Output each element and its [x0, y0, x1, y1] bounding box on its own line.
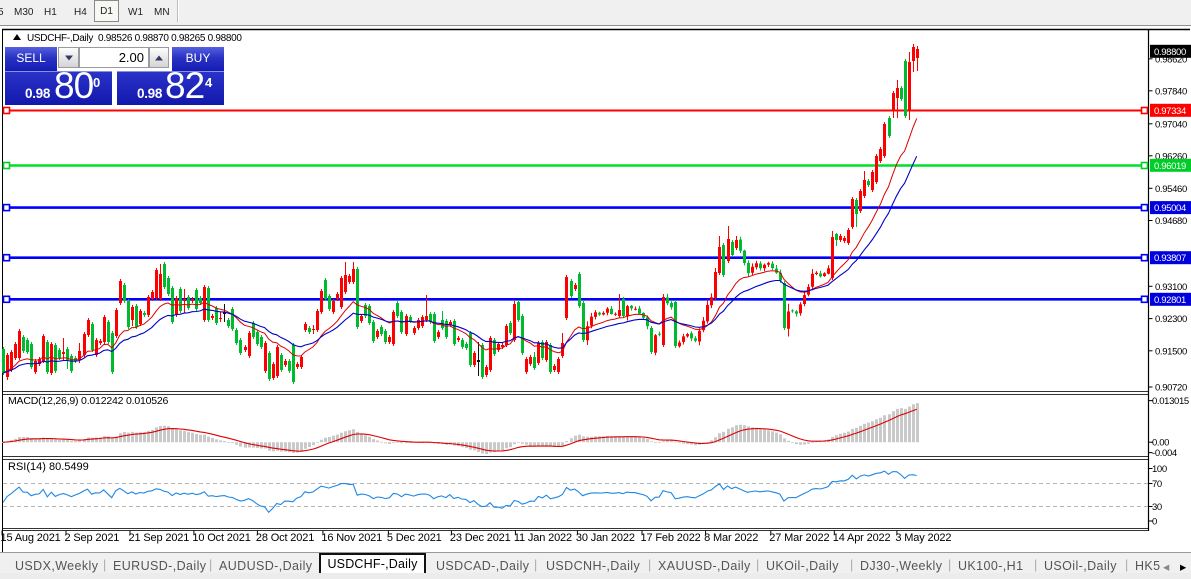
svg-text:10 Oct 2021: 10 Oct 2021 [192, 532, 250, 544]
svg-text:0.91500: 0.91500 [1155, 346, 1187, 357]
svg-text:MACD(12,26,9) 0.012242 0.01052: MACD(12,26,9) 0.012242 0.010526 [8, 395, 169, 407]
svg-text:15 Aug 2021: 15 Aug 2021 [1, 532, 61, 544]
svg-text:-0.004: -0.004 [1152, 448, 1177, 459]
svg-text:0.97334: 0.97334 [1154, 106, 1186, 117]
svg-text:0.98620: 0.98620 [1155, 54, 1187, 65]
svg-text:2 Sep 2021: 2 Sep 2021 [65, 532, 120, 544]
svg-text:70: 70 [1152, 479, 1162, 490]
svg-text:30: 30 [1152, 502, 1162, 513]
svg-text:14 Apr 2022: 14 Apr 2022 [833, 532, 891, 544]
svg-text:0.92801: 0.92801 [1154, 295, 1186, 306]
svg-text:0.90720: 0.90720 [1155, 383, 1187, 394]
svg-text:0.98800: 0.98800 [1154, 47, 1186, 58]
svg-text:30 Jan 2022: 30 Jan 2022 [576, 532, 635, 544]
svg-text:0.95004: 0.95004 [1154, 203, 1186, 214]
svg-text:0.94680: 0.94680 [1155, 216, 1187, 227]
svg-text:5 Dec 2021: 5 Dec 2021 [387, 532, 442, 544]
svg-text:0.97840: 0.97840 [1155, 86, 1187, 97]
svg-text:0.96019: 0.96019 [1154, 161, 1186, 172]
svg-text:16 Nov 2021: 16 Nov 2021 [321, 532, 382, 544]
svg-text:0.92300: 0.92300 [1155, 314, 1187, 325]
svg-text:0.96260: 0.96260 [1155, 151, 1187, 162]
svg-text:100: 100 [1152, 464, 1167, 475]
svg-text:0.97040: 0.97040 [1155, 119, 1187, 130]
svg-text:23 Dec 2021: 23 Dec 2021 [450, 532, 511, 544]
svg-text:0.00: 0.00 [1152, 438, 1169, 449]
svg-text:8 Mar 2022: 8 Mar 2022 [704, 532, 758, 544]
svg-text:0.93807: 0.93807 [1154, 253, 1186, 264]
svg-text:RSI(14) 80.5499: RSI(14) 80.5499 [8, 461, 89, 473]
svg-text:11 Jan 2022: 11 Jan 2022 [514, 532, 572, 544]
svg-text:USDCHF-,Daily 0.98526 0.98870: USDCHF-,Daily 0.98526 0.98870 0.98265 0.… [27, 33, 242, 44]
svg-text:0.93100: 0.93100 [1155, 282, 1187, 293]
svg-text:0.013015: 0.013015 [1152, 396, 1189, 407]
svg-text:0.95460: 0.95460 [1155, 184, 1187, 195]
svg-text:28 Oct 2021: 28 Oct 2021 [256, 532, 314, 544]
svg-text:17 Feb 2022: 17 Feb 2022 [641, 532, 701, 544]
svg-text:3 May 2022: 3 May 2022 [895, 532, 951, 544]
svg-text:21 Sep 2021: 21 Sep 2021 [129, 532, 190, 544]
svg-text:27 Mar 2022: 27 Mar 2022 [769, 532, 829, 544]
svg-text:0: 0 [1152, 517, 1157, 528]
